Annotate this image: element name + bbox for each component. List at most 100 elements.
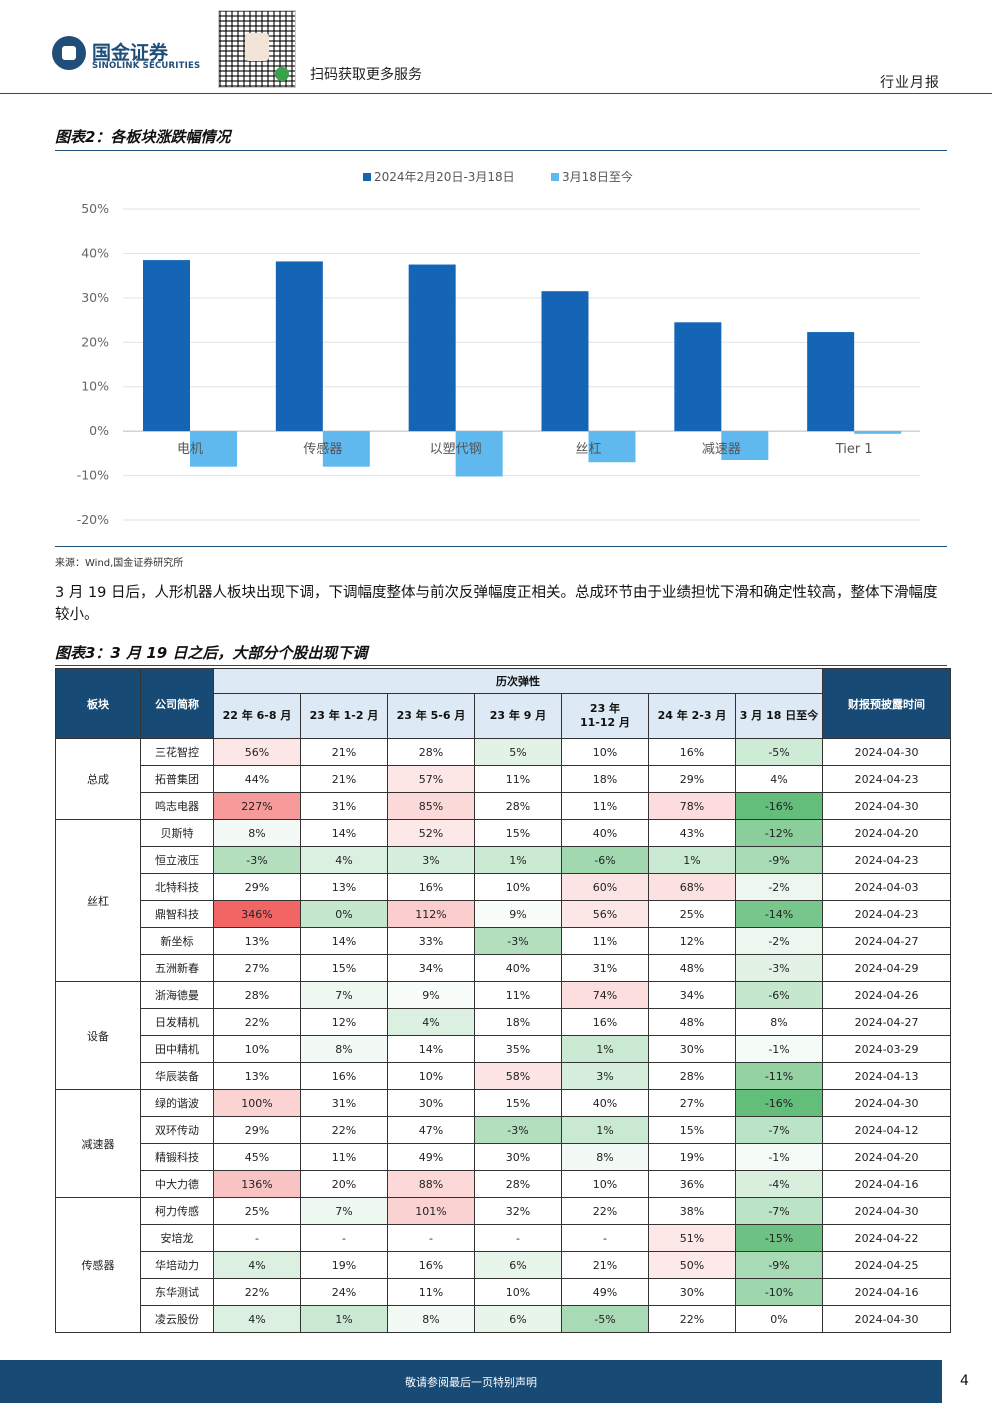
value-cell: 74% <box>561 981 649 1009</box>
table-row: 恒立液压 -3% 4% 3% 1% -6% 1% -9% 2024-04-23 <box>56 846 952 874</box>
header-disclosure: 财报预披露时间 <box>822 668 952 739</box>
value-cell: 49% <box>387 1143 475 1171</box>
value-cell: -3% <box>474 927 562 955</box>
bar-primary <box>807 332 855 432</box>
value-cell: 56% <box>561 900 649 928</box>
value-cell: 13% <box>213 1062 301 1090</box>
value-cell: 227% <box>213 792 301 820</box>
y-tick-label: 50% <box>81 201 109 216</box>
value-cell: 25% <box>213 1197 301 1225</box>
y-tick-label: 30% <box>81 290 109 305</box>
disclosure-date-cell: 2024-04-29 <box>822 954 952 982</box>
value-cell: 28% <box>387 738 475 766</box>
value-cell: 8% <box>300 1035 388 1063</box>
value-cell: 3% <box>387 846 475 874</box>
disclosure-date-cell: 2024-04-13 <box>822 1062 952 1090</box>
x-tick-label: 传感器 <box>303 441 342 457</box>
company-name-cell: 绿的谐波 <box>140 1089 214 1117</box>
value-cell: -3% <box>474 1116 562 1144</box>
value-cell: 11% <box>387 1278 475 1306</box>
y-tick-label: -20% <box>77 512 109 527</box>
legend-swatch <box>363 173 371 181</box>
x-tick-label: 电机 <box>177 442 203 457</box>
value-cell: 9% <box>474 900 562 928</box>
bar-secondary <box>455 431 503 477</box>
value-cell: 1% <box>474 846 562 874</box>
figure2-bottom-divider <box>55 546 947 547</box>
value-cell: 85% <box>387 792 475 820</box>
value-cell: 30% <box>648 1035 736 1063</box>
figure3-title: 图表3：3 月 19 日之后，大部分个股出现下调 <box>55 644 368 662</box>
value-cell: -9% <box>734 1251 824 1279</box>
value-cell: -14% <box>734 900 824 928</box>
value-cell: 36% <box>648 1170 736 1198</box>
value-cell: -3% <box>213 846 301 874</box>
company-name-cell: 鼎智科技 <box>140 900 214 928</box>
table-row: 鸣志电器 227% 31% 85% 28% 11% 78% -16% 2024-04-30 <box>56 792 952 820</box>
value-cell: 19% <box>648 1143 736 1171</box>
value-cell: 21% <box>561 1251 649 1279</box>
table-row: 总成 三花智控 56% 21% 28% 5% 10% 16% -5% 2024-04-30 <box>55 738 952 820</box>
company-name-cell: 拓普集团 <box>140 765 214 793</box>
header-sector: 板块 <box>55 668 141 739</box>
value-cell: 25% <box>648 900 736 928</box>
value-cell: 35% <box>474 1035 562 1063</box>
company-name-cell: 凌云股份 <box>140 1305 214 1333</box>
value-cell: 22% <box>213 1278 301 1306</box>
value-cell: 15% <box>474 1089 562 1117</box>
value-cell: 10% <box>474 873 562 901</box>
value-cell: -6% <box>561 846 649 874</box>
value-cell: 22% <box>648 1305 736 1333</box>
value-cell: 11% <box>474 765 562 793</box>
value-cell: 24% <box>300 1278 388 1306</box>
value-cell: -16% <box>734 1089 824 1117</box>
company-name-cell: 华辰装备 <box>140 1062 214 1090</box>
qr-code-icon[interactable] <box>218 10 296 88</box>
value-cell: 27% <box>648 1089 736 1117</box>
disclosure-date-cell: 2024-04-30 <box>822 738 952 766</box>
value-cell: -10% <box>734 1278 824 1306</box>
figure2-title: 图表2：各板块涨跌幅情况 <box>55 128 231 146</box>
table-row: 设备 浙海德曼 28% 7% 9% 11% 74% 34% -6% 2024-04-26 <box>55 981 952 1090</box>
value-cell: -2% <box>734 927 824 955</box>
value-cell: 8% <box>734 1008 824 1036</box>
value-cell: - <box>561 1224 649 1252</box>
value-cell: 16% <box>387 1251 475 1279</box>
value-cell: 47% <box>387 1116 475 1144</box>
value-cell: 27% <box>213 954 301 982</box>
value-cell: - <box>474 1224 562 1252</box>
bar-primary <box>143 260 190 432</box>
value-cell: 51% <box>648 1224 736 1252</box>
value-cell: 20% <box>300 1170 388 1198</box>
value-cell: 21% <box>300 738 388 766</box>
value-cell: 15% <box>300 954 388 982</box>
value-cell: 88% <box>387 1170 475 1198</box>
value-cell: -1% <box>734 1035 824 1063</box>
sector-cell: 总成 <box>55 738 141 820</box>
disclosure-date-cell: 2024-04-23 <box>822 900 952 928</box>
value-cell: 19% <box>300 1251 388 1279</box>
table-row: 日发精机 22% 12% 4% 18% 16% 48% 8% 2024-04-27 <box>56 1008 952 1036</box>
value-cell: 10% <box>561 738 649 766</box>
value-cell: 6% <box>474 1251 562 1279</box>
value-cell: 15% <box>474 819 562 847</box>
figure2-source: 来源：Wind,国金证券研究所 <box>55 558 184 569</box>
table-body: 总成 三花智控 56% 21% 28% 5% 10% 16% -5% 2024-04-30 拓普集团… <box>55 738 952 1333</box>
value-cell: 12% <box>300 1008 388 1036</box>
value-cell: -5% <box>734 738 824 766</box>
value-cell: -7% <box>734 1116 824 1144</box>
figure2-title-divider <box>55 150 947 151</box>
value-cell: 28% <box>474 1170 562 1198</box>
company-name-cell: 三花智控 <box>140 738 214 766</box>
bar-primary <box>541 291 589 432</box>
page-footer: 敬请参阅最后一页特别声明 <box>0 1360 942 1403</box>
value-cell: -15% <box>734 1224 824 1252</box>
value-cell: 12% <box>648 927 736 955</box>
figure3-title-divider <box>55 665 947 666</box>
value-cell: -6% <box>734 981 824 1009</box>
value-cell: 56% <box>213 738 301 766</box>
disclosure-date-cell: 2024-04-30 <box>822 1197 952 1225</box>
period-header: 23 年 1-2 月 <box>300 693 388 739</box>
bar-secondary <box>721 431 769 461</box>
disclosure-date-cell: 2024-04-16 <box>822 1170 952 1198</box>
